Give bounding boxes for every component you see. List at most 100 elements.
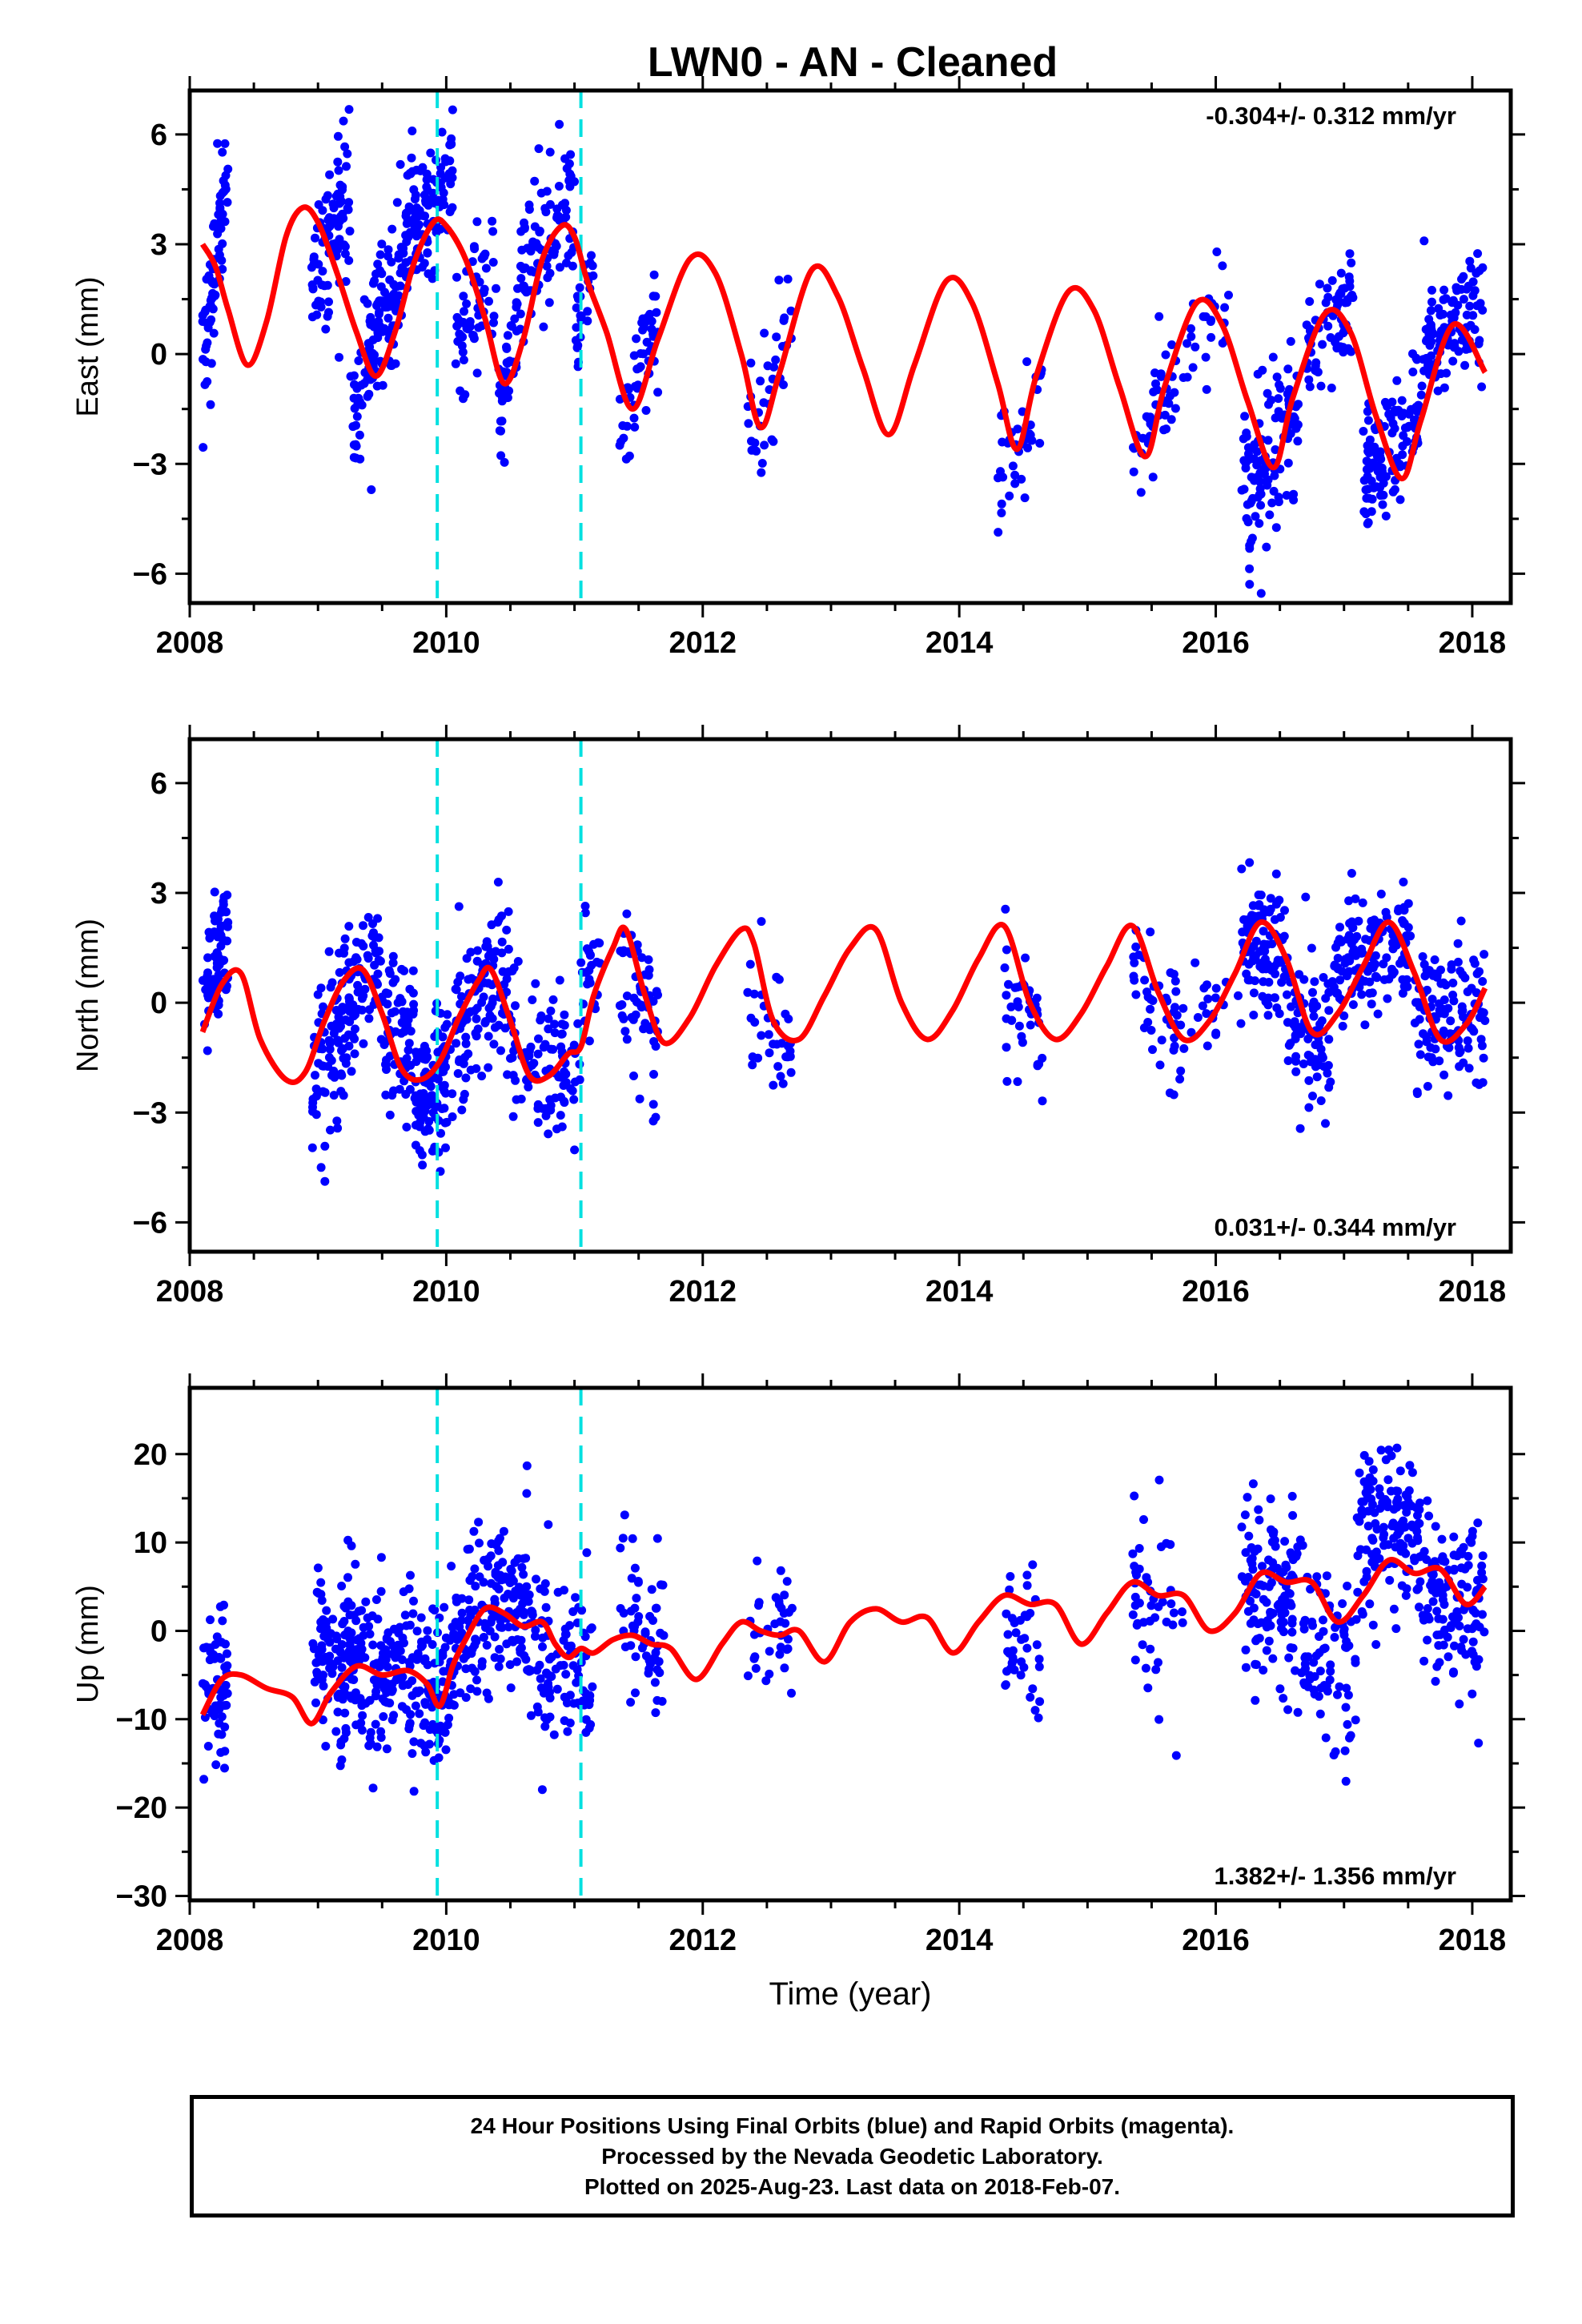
data-point (1128, 1549, 1138, 1558)
data-point (350, 1049, 359, 1059)
data-point (440, 1118, 450, 1128)
data-point (488, 216, 497, 226)
data-point (209, 983, 219, 992)
data-point (342, 1053, 351, 1063)
data-point (1399, 877, 1408, 887)
data-point (1139, 1023, 1149, 1032)
data-point (1344, 931, 1354, 940)
data-point (1006, 1572, 1015, 1581)
data-point (1383, 1502, 1392, 1512)
data-point (771, 355, 781, 364)
data-point (772, 332, 781, 342)
data-points (198, 105, 1488, 598)
data-point (482, 1688, 492, 1698)
data-point (569, 1095, 579, 1104)
data-point (769, 436, 778, 446)
data-point (1248, 1479, 1258, 1489)
data-point (351, 441, 361, 451)
data-point (1128, 1610, 1138, 1619)
data-point (540, 1722, 550, 1731)
data-point (1236, 1019, 1246, 1028)
data-point (512, 1657, 522, 1667)
data-point (1020, 493, 1030, 503)
data-point (485, 1626, 495, 1636)
data-point (1239, 485, 1249, 494)
data-point (746, 358, 756, 368)
data-point (780, 1590, 789, 1600)
data-point (744, 419, 753, 428)
data-point (340, 142, 350, 151)
data-point (760, 440, 769, 450)
data-point (1169, 1045, 1178, 1055)
data-point (213, 139, 223, 148)
data-point (1170, 976, 1180, 986)
data-point (521, 1655, 531, 1664)
data-point (334, 166, 343, 175)
data-point (781, 1052, 791, 1062)
data-point (783, 1634, 793, 1644)
data-point (443, 1010, 452, 1019)
data-point (1264, 1636, 1274, 1646)
data-point (1333, 988, 1342, 998)
data-point (400, 266, 409, 275)
data-point (404, 1584, 414, 1594)
data-point (1298, 1541, 1307, 1550)
data-point (1365, 988, 1375, 998)
data-point (325, 1039, 335, 1048)
data-point (503, 359, 512, 368)
data-point (1331, 1622, 1340, 1632)
data-point (621, 454, 631, 464)
data-point (1284, 1588, 1294, 1598)
data-point (1271, 445, 1280, 454)
data-point (400, 1638, 408, 1648)
data-point (770, 1619, 780, 1629)
data-point (1241, 1663, 1251, 1672)
data-point (452, 1039, 461, 1048)
y-tick-label: −3 (133, 448, 167, 481)
y-tick-label: 6 (151, 767, 167, 801)
data-point (1389, 967, 1399, 977)
data-point (1237, 864, 1247, 874)
data-point (1021, 953, 1030, 963)
data-point (459, 292, 468, 301)
data-point (1449, 1532, 1459, 1542)
data-point (1407, 1468, 1417, 1478)
data-point (489, 1039, 499, 1049)
data-point (416, 1613, 426, 1622)
data-point (619, 433, 628, 443)
data-point (438, 1651, 448, 1660)
data-point (1478, 1551, 1488, 1561)
data-point (776, 1642, 785, 1652)
data-point (616, 1543, 625, 1553)
data-point (507, 322, 516, 331)
data-point (776, 1566, 785, 1575)
data-point (626, 1641, 636, 1651)
data-point (1453, 300, 1463, 310)
data-point (565, 1719, 575, 1727)
data-point (1448, 356, 1458, 366)
data-point (750, 1652, 760, 1662)
data-point (1250, 440, 1259, 449)
data-point (333, 157, 343, 167)
data-point (1459, 295, 1468, 304)
data-point (1256, 589, 1266, 598)
data-point (556, 1111, 565, 1120)
data-point (208, 975, 218, 984)
data-point (1447, 960, 1456, 970)
data-point (326, 1125, 335, 1135)
data-point (1419, 1029, 1427, 1039)
data-point (1315, 279, 1324, 289)
data-point (1473, 1518, 1483, 1528)
data-point (1256, 489, 1266, 499)
data-point (531, 1631, 540, 1641)
data-point (1415, 1050, 1425, 1059)
data-point (1008, 1653, 1018, 1663)
data-point (1245, 564, 1255, 573)
data-point (1207, 332, 1216, 342)
data-point (1034, 1655, 1044, 1664)
data-point (1242, 432, 1251, 441)
data-point (1388, 487, 1398, 497)
data-point (524, 1590, 534, 1599)
data-point (1413, 400, 1423, 410)
data-point (336, 1069, 346, 1079)
